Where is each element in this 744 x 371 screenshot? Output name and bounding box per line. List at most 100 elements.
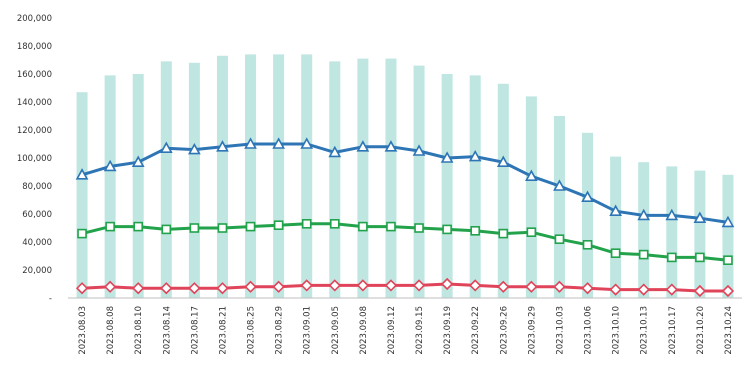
x-tick-label: 2023.10.03: [555, 306, 565, 355]
data-point: [581, 190, 594, 202]
data-point: [526, 227, 537, 237]
data-point: [133, 221, 144, 232]
x-tick-label: 2023.10.24: [724, 306, 734, 355]
bar: [666, 166, 678, 298]
x-tick-label: 2023.08.14: [162, 306, 172, 355]
y-tick-label: 80,000: [22, 182, 52, 192]
data-point: [693, 211, 707, 223]
x-tick-label: 2023.08.21: [218, 306, 228, 355]
data-point: [498, 228, 509, 239]
data-point: [666, 252, 677, 263]
data-point: [188, 142, 201, 155]
x-tick-label: 2023.10.06: [584, 306, 594, 355]
bar: [216, 55, 228, 298]
data-point: [470, 226, 481, 236]
x-tick-label: 2023.09.22: [471, 306, 481, 355]
data-point: [217, 223, 228, 233]
data-point: [412, 144, 426, 156]
data-point: [384, 279, 398, 292]
data-point: [554, 234, 565, 244]
bar: [441, 74, 453, 298]
bar: [329, 61, 341, 299]
data-point: [105, 221, 115, 232]
data-point: [188, 282, 201, 295]
x-tick-label: 2023.09.05: [331, 306, 341, 355]
data-point: [132, 282, 145, 295]
data-point: [328, 145, 342, 158]
data-point: [442, 224, 452, 235]
series-line: [81, 282, 728, 293]
bar: [273, 54, 285, 299]
bar: [553, 116, 565, 298]
data-point: [216, 140, 229, 152]
data-point: [695, 252, 705, 263]
data-point: [300, 137, 314, 149]
data-point: [159, 141, 173, 153]
y-axis: - 20,000 40,000 60,000 80,000 100,000 120,000 1…: [17, 14, 52, 304]
bar: [497, 83, 509, 298]
data-point: [245, 221, 256, 232]
data-point: [721, 215, 735, 228]
bar: [722, 174, 734, 298]
data-point: [77, 228, 87, 239]
data-point: [609, 204, 622, 216]
y-tick-label: 60,000: [22, 210, 52, 220]
y-tick-label: 100,000: [17, 154, 52, 164]
data-point: [553, 179, 566, 191]
data-point: [356, 140, 370, 152]
data-point: [665, 283, 678, 296]
bar: [638, 162, 650, 298]
data-point: [496, 155, 510, 167]
bar: [301, 54, 313, 299]
data-point: [75, 168, 89, 180]
x-tick-label: 2023.10.17: [668, 306, 678, 355]
data-point: [272, 280, 285, 293]
bar: [245, 54, 257, 299]
data-point: [189, 223, 200, 233]
x-tick-label: 2023.09.08: [359, 306, 369, 355]
y-tick-label: 120,000: [17, 126, 52, 136]
x-tick-label: 2023.08.03: [78, 306, 88, 355]
data-point: [525, 169, 538, 181]
data-point: [216, 282, 229, 295]
x-axis: 2023.08.03 2023.08.08 2023.08.10 2023.08.14…: [68, 297, 742, 355]
data-point: [468, 149, 482, 162]
data-point: [273, 220, 284, 230]
bar: [357, 58, 369, 298]
bar: [385, 58, 397, 298]
data-point: [582, 240, 593, 250]
x-tick-label: 2023.10.10: [612, 306, 622, 355]
data-point: [386, 221, 396, 232]
x-tick-label: 2023.10.20: [696, 306, 706, 355]
data-point: [721, 284, 735, 298]
bar-series: [76, 54, 734, 299]
y-tick-label: -: [49, 294, 52, 304]
data-point: [161, 224, 172, 235]
x-tick-label: 2023.09.26: [499, 306, 509, 355]
x-tick-label: 2023.09.29: [527, 306, 537, 355]
y-tick-label: 40,000: [22, 238, 52, 248]
data-point: [693, 284, 707, 298]
x-tick-label: 2023.08.17: [190, 306, 200, 355]
bar: [132, 74, 144, 298]
series-line: [81, 222, 729, 262]
data-point: [244, 280, 257, 293]
x-tick-label: 2023.09.19: [443, 306, 453, 355]
data-point: [440, 151, 454, 163]
data-point: [103, 280, 117, 293]
y-tick-label: 140,000: [17, 98, 52, 108]
bar: [582, 132, 594, 298]
data-point: [581, 282, 594, 295]
data-point: [103, 159, 117, 172]
x-tick-label: 2023.10.13: [640, 306, 650, 355]
data-point: [440, 277, 454, 291]
x-tick-label: 2023.08.25: [247, 306, 257, 355]
x-tick-label: 2023.09.01: [303, 306, 313, 355]
data-point: [75, 282, 89, 295]
data-point: [244, 137, 257, 149]
data-point: [414, 223, 424, 233]
data-point: [723, 255, 733, 266]
data-point: [638, 249, 649, 260]
data-point: [300, 279, 313, 292]
